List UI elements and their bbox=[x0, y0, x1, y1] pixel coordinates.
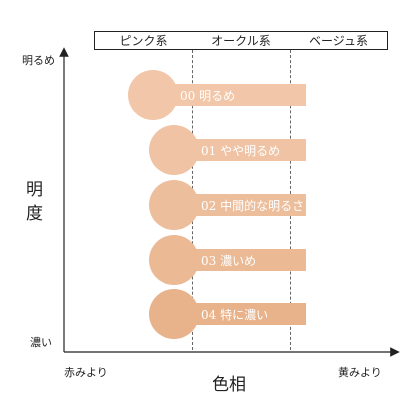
shade-label-bar: 03 濃いめ bbox=[190, 249, 306, 271]
shade-label-bar: 00 明るめ bbox=[170, 84, 306, 106]
shade-color-dot bbox=[128, 70, 178, 120]
shade-color-dot bbox=[149, 180, 199, 230]
header-beige-category: ベージュ系 bbox=[290, 31, 388, 50]
shade-color-dot bbox=[149, 125, 199, 175]
x-axis-title: 色相 bbox=[212, 375, 246, 395]
shade-color-dot bbox=[149, 289, 199, 339]
header-pink-category: ピンク系 bbox=[94, 31, 193, 50]
x-axis-right-label: 黄みより bbox=[338, 366, 382, 379]
shade-label-bar: 04 特に濃い bbox=[190, 303, 306, 325]
y-axis-title: 明度 bbox=[26, 180, 43, 224]
x-axis-left-label: 赤みより bbox=[64, 366, 108, 379]
shade-label-bar: 01 やや明るめ bbox=[190, 139, 306, 161]
y-axis-bottom-label: 濃い bbox=[30, 336, 52, 349]
shade-label-bar: 02 中間的な明るさ bbox=[190, 194, 306, 216]
header-ochre-category: オークル系 bbox=[192, 31, 291, 50]
y-axis-top-label: 明るめ bbox=[22, 54, 55, 67]
shade-color-dot bbox=[149, 235, 199, 285]
